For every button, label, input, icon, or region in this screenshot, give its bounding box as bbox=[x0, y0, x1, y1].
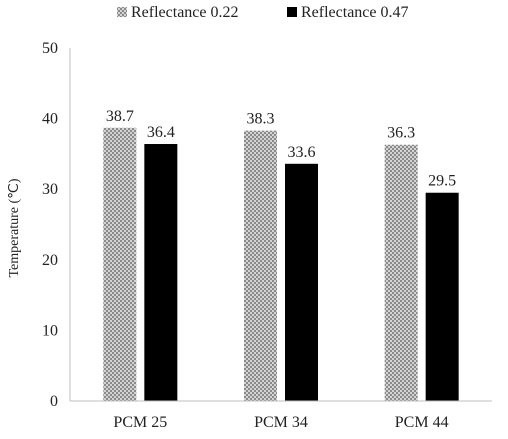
x-tick-label: PCM 44 bbox=[395, 414, 449, 431]
y-tick-label: 30 bbox=[42, 181, 58, 198]
bar-2-pcm-34 bbox=[285, 163, 318, 401]
x-tick-label: PCM 25 bbox=[113, 414, 167, 431]
y-tick-label: 20 bbox=[42, 252, 58, 269]
bar-1-pcm-25 bbox=[103, 127, 137, 401]
data-label: 29.5 bbox=[428, 173, 456, 190]
legend-swatch-series-2 bbox=[287, 7, 297, 17]
legend-swatch-series-1 bbox=[117, 7, 127, 17]
legend-label-series-1: Reflectance 0.22 bbox=[131, 4, 239, 21]
data-label: 38.7 bbox=[106, 108, 134, 125]
bar-2-pcm-25 bbox=[144, 144, 178, 402]
y-tick-label: 40 bbox=[42, 111, 58, 128]
data-label: 36.4 bbox=[147, 124, 175, 141]
plot-area: 38.7 36.4 38.3 33.6 36.3 29.5 bbox=[103, 108, 459, 402]
bar-1-pcm-44 bbox=[384, 144, 418, 402]
x-tick-label: PCM 34 bbox=[254, 414, 308, 431]
data-label: 38.3 bbox=[247, 111, 275, 128]
x-axis: PCM 25 PCM 34 PCM 44 bbox=[70, 400, 492, 431]
legend-label-series-2: Reflectance 0.47 bbox=[301, 4, 409, 21]
y-tick-label: 0 bbox=[50, 393, 58, 410]
data-label: 33.6 bbox=[288, 144, 316, 161]
y-axis-title: Temperature (℃) bbox=[7, 178, 22, 277]
legend: Reflectance 0.22 Reflectance 0.47 bbox=[117, 4, 409, 21]
bar-2-pcm-44 bbox=[425, 192, 459, 401]
y-tick-label: 50 bbox=[42, 40, 58, 57]
y-axis: 0 10 20 30 40 50 bbox=[42, 40, 71, 410]
data-label: 36.3 bbox=[387, 125, 415, 142]
y-tick-label: 10 bbox=[42, 322, 58, 339]
bar-1-pcm-34 bbox=[244, 130, 277, 402]
